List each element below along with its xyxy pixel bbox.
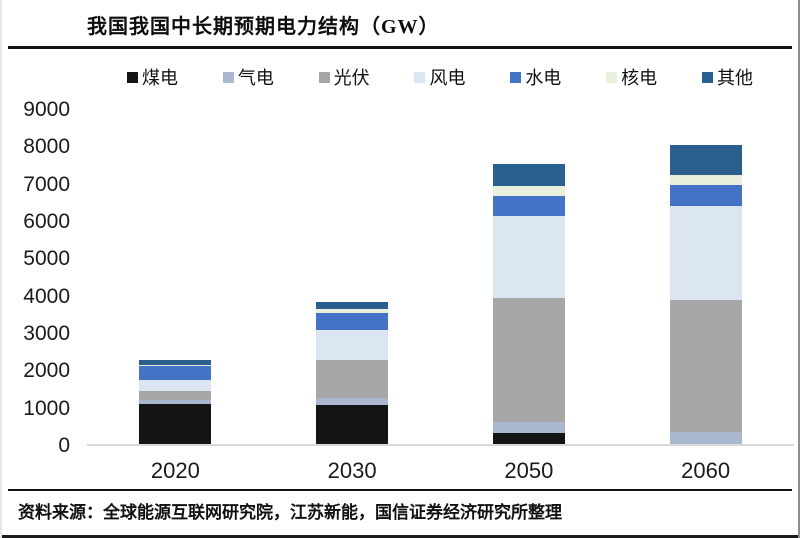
legend-item: 气电	[222, 64, 274, 90]
y-tick-label: 6000	[23, 210, 70, 233]
y-tick-label: 0	[58, 434, 70, 457]
legend-swatch-icon	[414, 71, 426, 83]
bar-segment	[139, 390, 212, 400]
y-tick-label: 1000	[23, 396, 70, 420]
legend-item: 光伏	[318, 64, 370, 90]
bar-segment	[669, 299, 742, 433]
legend-swatch-icon	[606, 71, 618, 83]
y-tick-label: 4000	[23, 284, 70, 308]
legend-swatch-icon	[701, 71, 713, 83]
bar-segment	[139, 403, 212, 444]
bar-segment	[316, 404, 389, 444]
legend-label: 核电	[621, 68, 658, 88]
y-tick-label: 8000	[23, 135, 70, 159]
legend-item: 风电	[414, 64, 465, 90]
bar-segment	[139, 380, 212, 391]
x-axis-label: 2060	[681, 458, 731, 483]
bar-segment	[492, 432, 565, 444]
stacked-bar-2060	[669, 145, 742, 444]
bar-segment	[492, 164, 565, 187]
bar-segment	[139, 399, 212, 404]
y-tick-label: 3000	[23, 322, 70, 345]
plot-area	[87, 110, 794, 446]
y-tick-label: 5000	[23, 247, 70, 271]
bar-segment	[669, 145, 742, 176]
bar-segment	[139, 360, 212, 365]
bar-segment	[669, 206, 742, 300]
stacked-bar-2050	[492, 164, 565, 444]
bar-segment	[316, 309, 389, 314]
legend-swatch-icon	[510, 71, 522, 83]
bar-segment	[669, 175, 742, 185]
bottom-border-line	[2, 535, 798, 538]
legend-label: 气电	[237, 68, 274, 88]
bar-segment	[139, 364, 212, 367]
legend-item: 其他	[701, 64, 753, 90]
bar-segment	[316, 397, 389, 405]
legend-item: 核电	[606, 64, 657, 90]
category-slot	[617, 110, 794, 444]
y-tick-label: 7000	[23, 172, 70, 196]
category-slot	[441, 110, 618, 444]
stacked-bar-2030	[316, 302, 389, 444]
legend-swatch-icon	[318, 71, 330, 83]
chart-legend: 煤电 气电 光伏 风电 水电 核电 其他	[127, 64, 753, 90]
legend-item: 水电	[510, 64, 561, 90]
y-axis: 0 1000 2000 3000 4000 5000 6000 7000 8000 9000	[2, 98, 70, 457]
y-tick-label: 9000	[23, 98, 70, 121]
stacked-bar-2020	[139, 360, 212, 444]
x-axis-label: 2020	[150, 458, 200, 483]
x-axis: 2020 2030 2050 2060	[87, 458, 794, 488]
bar-segment	[316, 313, 389, 330]
y-tick-label: 2000	[23, 359, 70, 383]
x-axis-label: 2030	[327, 458, 377, 483]
chart-title: 我国我国中长期预期电力结构（GW）	[87, 16, 440, 38]
category-slot	[264, 110, 441, 444]
legend-swatch-icon	[127, 71, 138, 83]
bar-segment	[669, 432, 742, 444]
bar-segment	[492, 298, 565, 422]
legend-label: 煤电	[142, 68, 178, 88]
bar-segment	[139, 366, 212, 381]
bar-segment	[492, 421, 565, 433]
bar-segment	[316, 302, 389, 310]
legend-label: 风电	[429, 68, 466, 88]
legend-label: 其他	[716, 68, 753, 88]
bar-segment	[316, 359, 389, 398]
bar-segment	[316, 329, 389, 360]
source-note: 资料来源：全球能源互联网研究院，江苏新能，国信证券经济研究所整理	[18, 503, 562, 522]
legend-swatch-icon	[222, 71, 234, 83]
legend-label: 水电	[525, 68, 562, 88]
bar-segment	[492, 216, 565, 299]
bar-segment	[492, 186, 565, 196]
title-divider-line	[8, 46, 792, 49]
bar-segment	[669, 184, 742, 207]
legend-label: 光伏	[333, 68, 370, 88]
x-axis-label: 2050	[504, 458, 554, 483]
bar-segment	[492, 195, 565, 217]
category-slot	[87, 110, 264, 444]
legend-item: 煤电	[127, 64, 178, 90]
source-divider-line	[8, 489, 792, 491]
